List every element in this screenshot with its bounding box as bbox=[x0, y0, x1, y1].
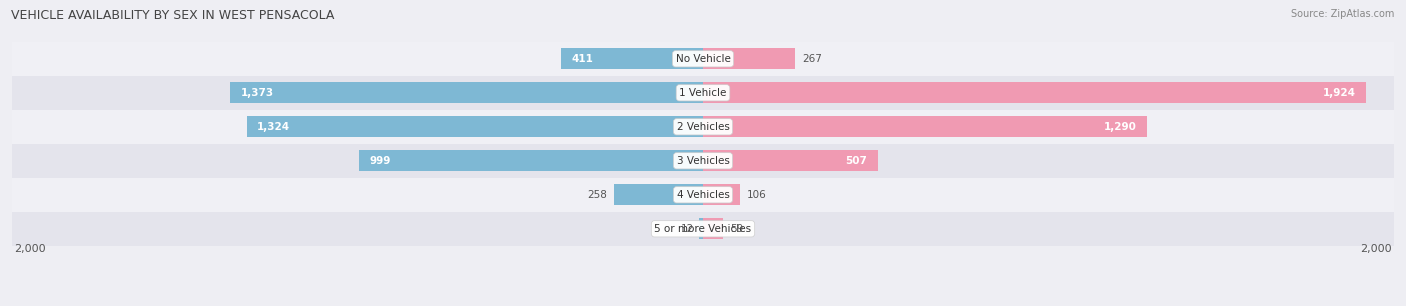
Text: 2 Vehicles: 2 Vehicles bbox=[676, 122, 730, 132]
Text: 5 or more Vehicles: 5 or more Vehicles bbox=[654, 224, 752, 234]
Text: 59: 59 bbox=[730, 224, 744, 234]
Text: VEHICLE AVAILABILITY BY SEX IN WEST PENSACOLA: VEHICLE AVAILABILITY BY SEX IN WEST PENS… bbox=[11, 9, 335, 22]
Bar bbox=[359, 150, 703, 171]
Text: 999: 999 bbox=[370, 156, 391, 166]
Text: 2,000: 2,000 bbox=[14, 244, 45, 254]
Text: 106: 106 bbox=[747, 190, 766, 200]
Text: No Vehicle: No Vehicle bbox=[675, 54, 731, 64]
Text: 1 Vehicle: 1 Vehicle bbox=[679, 88, 727, 98]
Bar bbox=[699, 218, 703, 239]
Text: 1,924: 1,924 bbox=[1323, 88, 1355, 98]
Text: 2,000: 2,000 bbox=[1361, 244, 1392, 254]
Bar bbox=[13, 144, 1393, 178]
Bar bbox=[703, 82, 1365, 103]
Text: Source: ZipAtlas.com: Source: ZipAtlas.com bbox=[1291, 9, 1395, 19]
Text: 4 Vehicles: 4 Vehicles bbox=[676, 190, 730, 200]
Bar bbox=[703, 184, 740, 205]
Bar bbox=[13, 212, 1393, 246]
Bar bbox=[13, 76, 1393, 110]
Text: 1,373: 1,373 bbox=[240, 88, 274, 98]
Text: 267: 267 bbox=[801, 54, 821, 64]
Text: 12: 12 bbox=[681, 224, 693, 234]
Text: 1,290: 1,290 bbox=[1104, 122, 1137, 132]
Bar bbox=[13, 178, 1393, 212]
Bar bbox=[703, 116, 1147, 137]
Bar bbox=[13, 42, 1393, 76]
Bar bbox=[703, 48, 794, 69]
Text: 507: 507 bbox=[845, 156, 868, 166]
Bar bbox=[231, 82, 703, 103]
Text: 3 Vehicles: 3 Vehicles bbox=[676, 156, 730, 166]
Text: 1,324: 1,324 bbox=[257, 122, 291, 132]
Bar bbox=[13, 110, 1393, 144]
Bar bbox=[703, 218, 723, 239]
Bar bbox=[247, 116, 703, 137]
Bar bbox=[703, 150, 877, 171]
Bar bbox=[614, 184, 703, 205]
Text: 411: 411 bbox=[572, 54, 593, 64]
Text: 258: 258 bbox=[588, 190, 607, 200]
Bar bbox=[561, 48, 703, 69]
